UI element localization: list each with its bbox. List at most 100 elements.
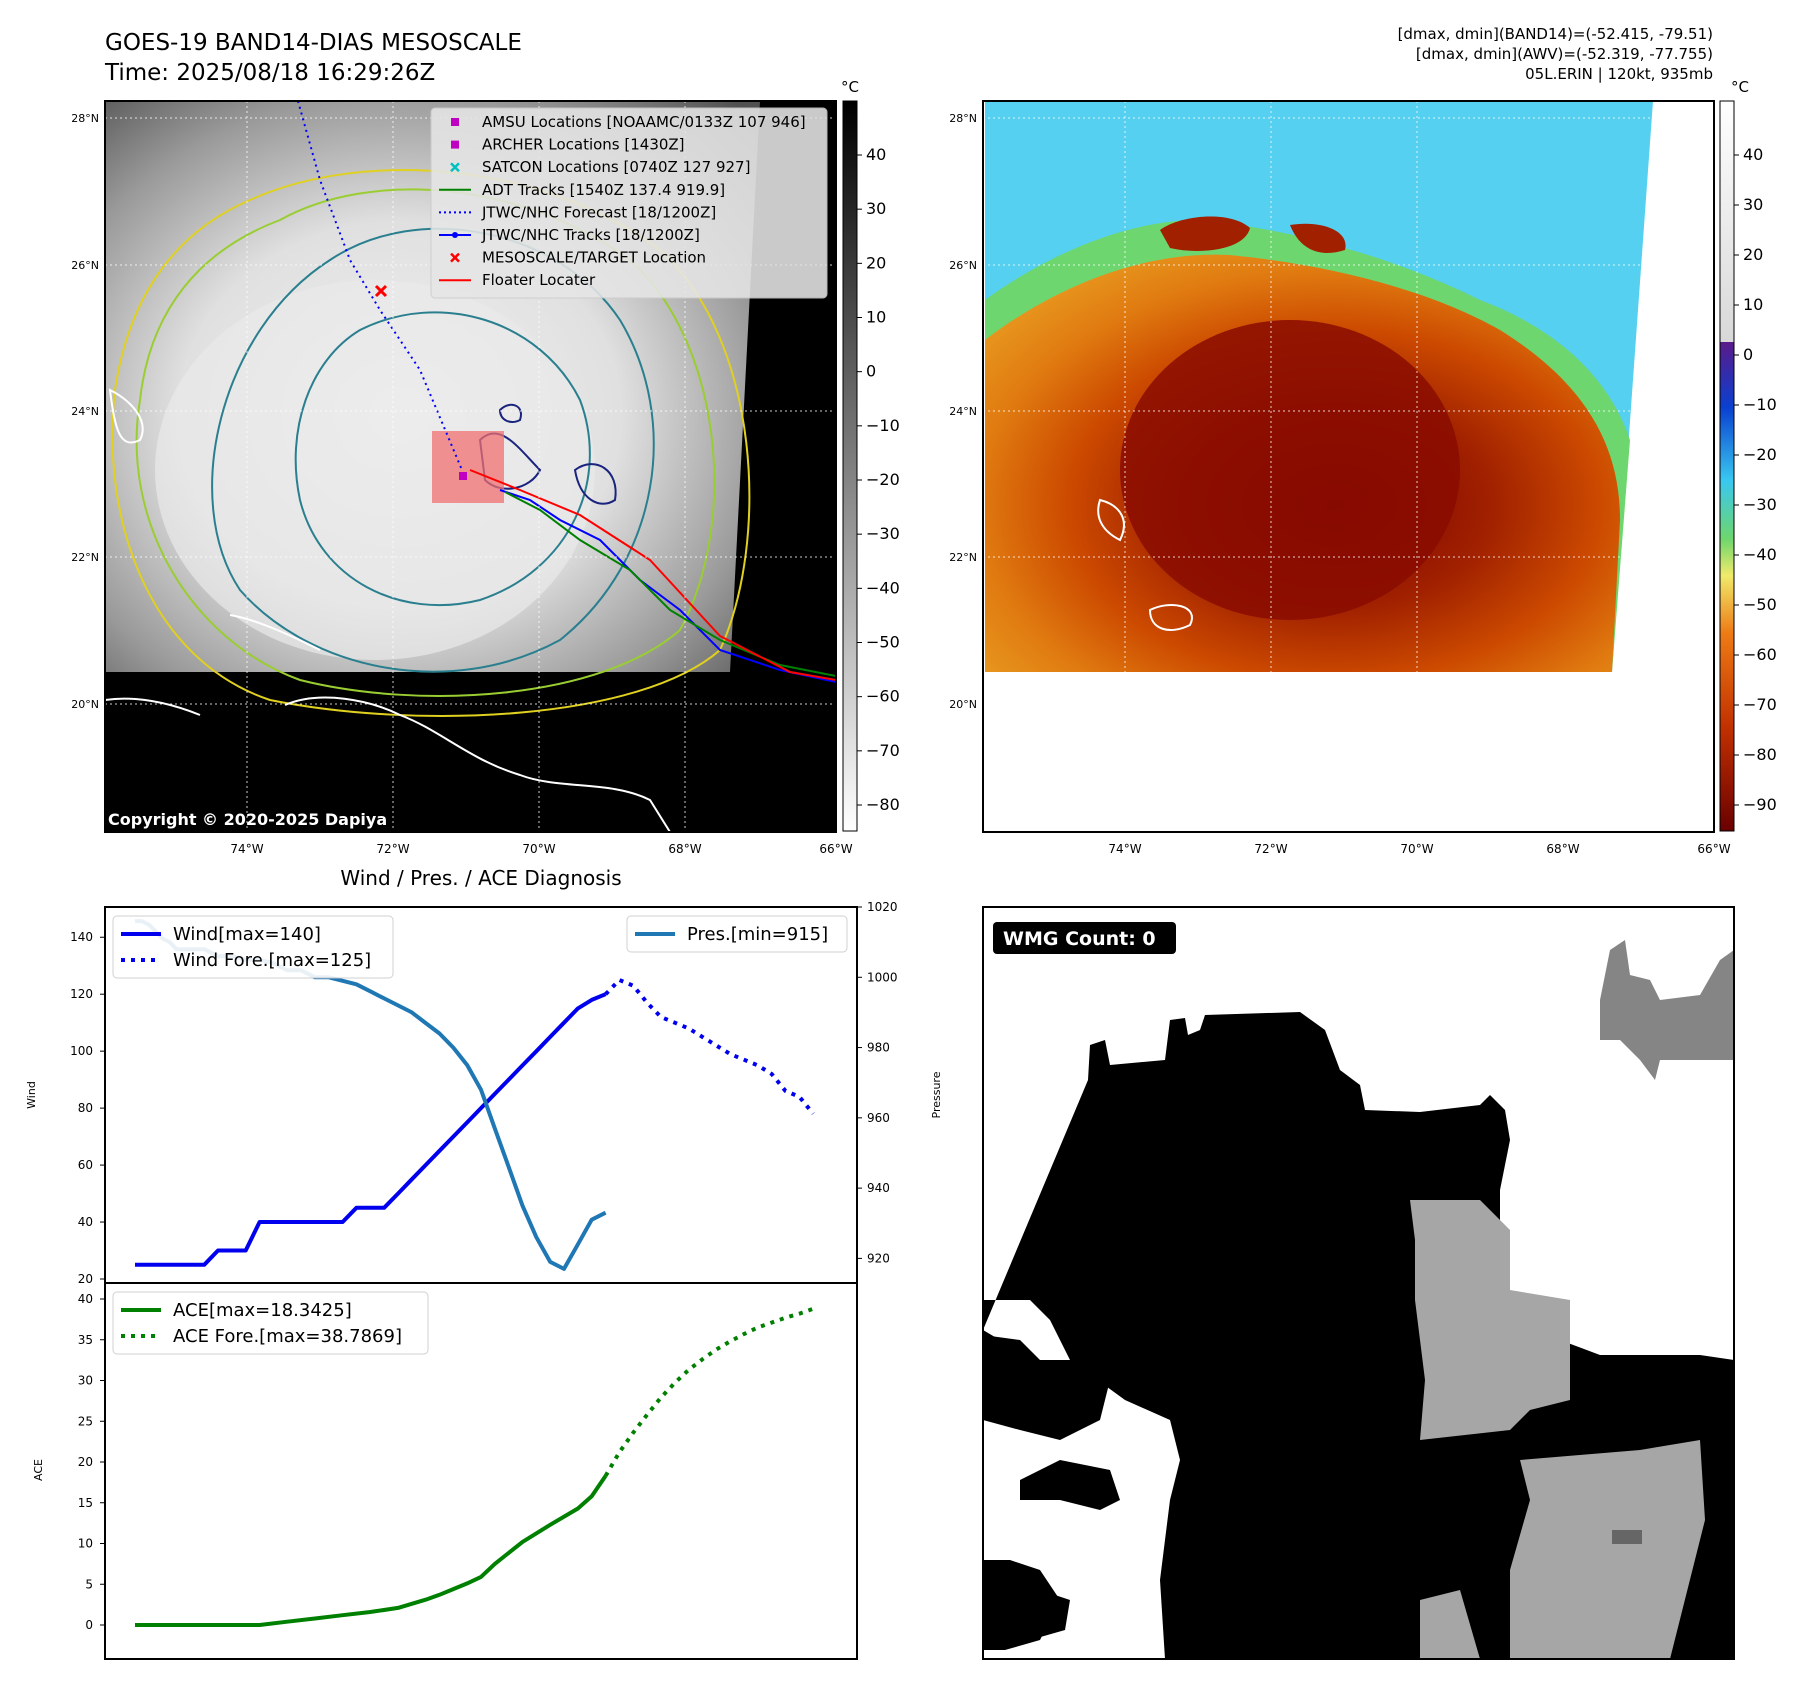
legend-item-label: JTWC/NHC Forecast [18/1200Z] xyxy=(481,203,716,221)
legend-item-label: ADT Tracks [1540Z 137.4 919.9] xyxy=(482,181,725,199)
lat-tick-label: 24°N xyxy=(71,405,99,418)
map2-coastline-1 xyxy=(1097,498,1125,542)
coastline-turks xyxy=(229,614,321,651)
y-tick-label: 100 xyxy=(70,1044,93,1058)
legend-item-label: ARCHER Locations [1430Z] xyxy=(482,136,685,154)
series-line xyxy=(604,978,815,1116)
lat-tick-label: 24°N xyxy=(949,405,977,418)
colorbar-tick-label: −60 xyxy=(866,687,900,706)
y-tick-label: 0 xyxy=(85,1618,93,1632)
lat-tick-label: 26°N xyxy=(71,259,99,272)
y2-tick-label: 960 xyxy=(867,1111,890,1125)
lat-tick-label: 28°N xyxy=(71,112,99,125)
chart-legend-label: ACE Fore.[max=38.7869] xyxy=(173,1326,402,1347)
wmg-frame xyxy=(982,906,1735,1660)
legend-item: SATCON Locations [0740Z 127 927] xyxy=(450,158,750,176)
colorbar-tick-label: −70 xyxy=(866,741,900,760)
y2-tick-label: 940 xyxy=(867,1181,890,1195)
chart-legend-label: Wind[max=140] xyxy=(173,924,321,945)
colorbar-tick-label: −10 xyxy=(866,416,900,435)
chart-legend-box xyxy=(112,915,394,979)
info-line-2: [dmax, dmin](AWV)=(-52.319, -77.755) xyxy=(1416,45,1713,63)
colorbar-tick-label: 40 xyxy=(866,145,886,164)
y2-tick-label: 920 xyxy=(867,1251,890,1265)
map-legend: AMSU Locations [NOAAMC/0133Z 107 946] ARC… xyxy=(430,107,828,299)
contour-navy-3 xyxy=(498,403,522,423)
lat-tick-label: 26°N xyxy=(949,259,977,272)
colorbar-tick-label: 40 xyxy=(1743,145,1763,164)
colorbar-tick-label: 10 xyxy=(866,308,886,327)
colorbar-tick-label: −20 xyxy=(866,470,900,489)
lon-tick-label: 72°W xyxy=(1254,842,1287,856)
chart-legend-box xyxy=(112,1291,429,1355)
lon-tick-label: 66°W xyxy=(1697,842,1730,856)
colorbar-gray-unit: °C xyxy=(841,78,859,96)
colorbar-tick-label: 20 xyxy=(1743,245,1763,264)
map2-frame xyxy=(982,100,1715,833)
map2-gridlines xyxy=(983,101,1714,672)
contour-navy-2 xyxy=(573,463,617,505)
legend-item: AMSU Locations [NOAAMC/0133Z 107 946] xyxy=(451,113,806,131)
ace-ylabel: ACE xyxy=(32,1459,45,1481)
chart-legend-box xyxy=(626,915,848,953)
colorbar-color-unit: °C xyxy=(1731,78,1749,96)
y-tick-label: 35 xyxy=(78,1333,93,1347)
y-tick-label: 120 xyxy=(70,987,93,1001)
legend-marker-x xyxy=(450,162,460,173)
map2-cell-1 xyxy=(1160,216,1250,251)
series-line xyxy=(603,1306,814,1477)
lat-tick-label: 22°N xyxy=(949,551,977,564)
colorbar-tick-label: 0 xyxy=(866,362,876,381)
lon-tick-label: 74°W xyxy=(1108,842,1141,856)
lat-tick-label: 28°N xyxy=(949,112,977,125)
y-tick-label: 25 xyxy=(78,1414,93,1428)
lon-tick-label: 68°W xyxy=(1546,842,1579,856)
legend-item: ADT Tracks [1540Z 137.4 919.9] xyxy=(439,181,725,199)
figure-time: Time: 2025/08/18 16:29:26Z xyxy=(104,60,435,86)
chart-legend-label: ACE[max=18.3425] xyxy=(173,1300,352,1321)
y-tick-label: 20 xyxy=(78,1272,93,1286)
colorbar-gray-bar xyxy=(842,100,858,832)
wmg-black-left xyxy=(983,1330,1110,1440)
lon-tick-label: 72°W xyxy=(376,842,409,856)
lat-tick-label: 20°N xyxy=(71,698,99,711)
y-tick-label: 40 xyxy=(78,1292,93,1306)
chart-legend-label: Pres.[min=915] xyxy=(687,924,828,945)
y2-tick-label: 1020 xyxy=(867,900,898,914)
colorbar-tick-label: 0 xyxy=(1743,345,1753,364)
mesoscale-target-marker xyxy=(374,284,388,298)
legend-box xyxy=(430,107,828,299)
diagnosis-title: Wind / Pres. / ACE Diagnosis xyxy=(340,866,621,890)
wmg-gray-top-right xyxy=(1600,940,1734,1080)
legend-marker-square xyxy=(451,140,459,149)
lon-tick-label: 66°W xyxy=(819,842,852,856)
lat-tick-label: 22°N xyxy=(71,551,99,564)
info-line-1: [dmax, dmin](BAND14)=(-52.415, -79.51) xyxy=(1398,25,1713,43)
y2-tick-label: 980 xyxy=(867,1041,890,1055)
coastline-hispaniola xyxy=(284,696,671,832)
legend-marker-x xyxy=(450,252,460,263)
archer-marker xyxy=(459,472,467,480)
colorbar-tick-label: −70 xyxy=(1743,695,1777,714)
colorbar-tick-label: −60 xyxy=(1743,645,1777,664)
legend-item-label: SATCON Locations [0740Z 127 927] xyxy=(482,158,750,176)
map2-core xyxy=(1120,320,1460,620)
lat-tick-label: 20°N xyxy=(949,698,977,711)
wmg-black-bottom-left xyxy=(1000,1590,1070,1640)
map-panel-color: 28°N 26°N 24°N 22°N 20°N 74°W 72°W 70°W 68°W 66°… xyxy=(949,100,1731,856)
coastline-cuba xyxy=(105,697,201,716)
wind-pressure-panel: Wind / Pres. / ACE Diagnosis Wind Pressu… xyxy=(25,866,943,1286)
copyright-text: Copyright © 2020-2025 Dapiya xyxy=(108,810,387,829)
colorbar-tick-label: −90 xyxy=(1743,795,1777,814)
wmg-count-text: WMG Count: 0 xyxy=(1003,928,1156,950)
lon-tick-label: 70°W xyxy=(1400,842,1433,856)
colorbar-tick-label: −20 xyxy=(1743,445,1777,464)
wmg-black-left-2 xyxy=(1020,1460,1120,1510)
colorbar-tick-label: −10 xyxy=(1743,395,1777,414)
colorbar-tick-label: 10 xyxy=(1743,295,1763,314)
map2-cell-2 xyxy=(1290,223,1346,253)
colorbar-tick-label: −30 xyxy=(1743,495,1777,514)
legend-item: MESOSCALE/TARGET Location xyxy=(450,249,706,267)
chart-legend-label: Wind Fore.[max=125] xyxy=(173,950,371,971)
